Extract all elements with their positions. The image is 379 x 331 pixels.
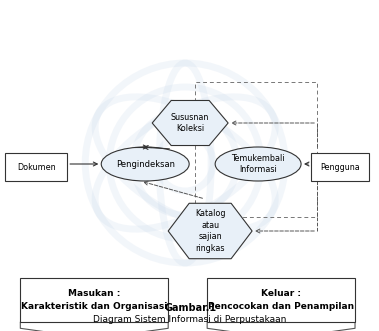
- FancyBboxPatch shape: [20, 278, 168, 322]
- Text: Keluar :
Pencocokan dan Penampilan: Keluar : Pencocokan dan Penampilan: [208, 289, 354, 311]
- Polygon shape: [152, 101, 228, 146]
- FancyBboxPatch shape: [5, 153, 67, 181]
- Text: Sususnan
Koleksi: Sususnan Koleksi: [171, 113, 209, 133]
- Text: Masukan :
Karakteristik dan Organisasi: Masukan : Karakteristik dan Organisasi: [21, 289, 168, 311]
- Text: Pengguna: Pengguna: [320, 163, 360, 171]
- FancyBboxPatch shape: [207, 278, 355, 322]
- Text: Katalog
atau
sajian
ringkas: Katalog atau sajian ringkas: [195, 209, 226, 253]
- Ellipse shape: [101, 147, 189, 181]
- Text: Dokumen: Dokumen: [17, 163, 56, 171]
- Text: Pengindeksan: Pengindeksan: [116, 160, 175, 168]
- Ellipse shape: [215, 147, 301, 181]
- Text: Gambar.1: Gambar.1: [164, 303, 216, 313]
- Text: Temukembali
Informasi: Temukembali Informasi: [231, 154, 285, 174]
- Text: Diagram Sistem Informasi di Perpustakaan: Diagram Sistem Informasi di Perpustakaan: [94, 315, 287, 324]
- Polygon shape: [168, 203, 252, 259]
- FancyBboxPatch shape: [311, 153, 369, 181]
